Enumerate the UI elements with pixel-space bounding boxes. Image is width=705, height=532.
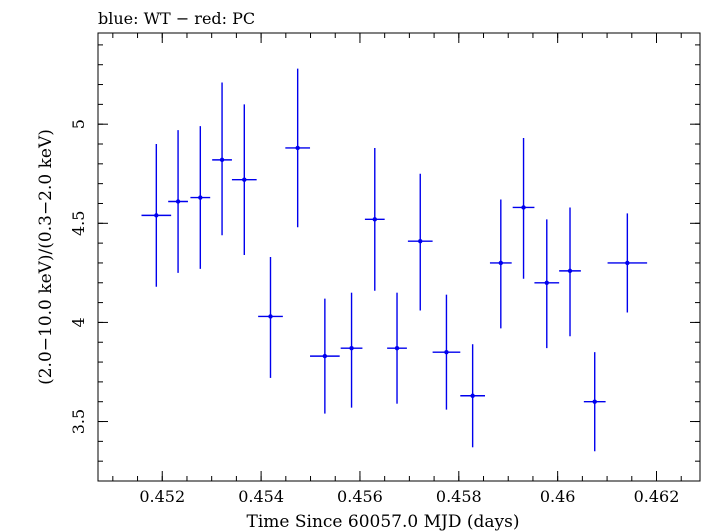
data-point-group bbox=[258, 257, 283, 378]
data-point-group bbox=[407, 173, 433, 311]
data-point bbox=[175, 199, 181, 204]
data-point bbox=[625, 260, 630, 266]
data-point-group bbox=[285, 68, 311, 228]
x-tick-label: 0.458 bbox=[436, 487, 482, 506]
data-point-group bbox=[534, 219, 560, 349]
y-tick-label: 5 bbox=[69, 119, 88, 129]
data-point bbox=[498, 260, 504, 266]
data-point bbox=[268, 314, 273, 319]
chart-title: blue: WT − red: PC bbox=[98, 9, 255, 28]
data-point-group bbox=[141, 144, 172, 287]
ticks-layer: 0.452 0.454 0.456 0.458 0.46 0.462 3.5 4 4.5 5 bbox=[69, 33, 700, 506]
data-point-group bbox=[310, 298, 340, 414]
data-point bbox=[198, 195, 203, 200]
data-point-group bbox=[489, 199, 512, 329]
data-point bbox=[544, 280, 549, 285]
data-point bbox=[521, 205, 526, 210]
data-point-group bbox=[340, 292, 363, 408]
data-point bbox=[592, 399, 597, 404]
x-tick-label: 0.454 bbox=[238, 487, 284, 506]
data-point bbox=[470, 393, 475, 398]
data-point bbox=[322, 353, 328, 359]
y-tick-label: 3.5 bbox=[69, 409, 88, 434]
data-point bbox=[372, 217, 377, 222]
data-point bbox=[418, 238, 423, 244]
data-point-group bbox=[231, 104, 257, 256]
data-point bbox=[394, 345, 400, 351]
data-point-group bbox=[512, 138, 535, 279]
data-point-group bbox=[607, 213, 648, 313]
x-tick-label: 0.46 bbox=[540, 487, 576, 506]
data-point bbox=[444, 349, 449, 355]
data-point-group bbox=[387, 292, 407, 404]
data-layer bbox=[141, 68, 648, 452]
data-point bbox=[567, 268, 573, 274]
plot-frame bbox=[97, 32, 701, 482]
y-tick-label: 4.5 bbox=[69, 211, 88, 236]
data-point bbox=[349, 345, 354, 351]
data-point-group bbox=[168, 130, 188, 273]
data-point-group bbox=[432, 294, 461, 410]
data-point-group bbox=[190, 126, 211, 269]
data-point-group bbox=[460, 344, 485, 448]
x-axis-title: Time Since 60057.0 MJD (days) bbox=[247, 512, 520, 532]
x-tick-label: 0.452 bbox=[139, 487, 185, 506]
data-point-group bbox=[212, 82, 232, 236]
x-tick-label: 0.456 bbox=[337, 487, 383, 506]
data-point bbox=[219, 157, 225, 163]
data-point-group bbox=[583, 352, 606, 452]
data-point bbox=[242, 177, 247, 182]
x-tick-label: 0.462 bbox=[634, 487, 680, 506]
data-point-group bbox=[559, 207, 581, 337]
y-axis-title: (2.0−10.0 keV)/(0.3−2.0 keV) bbox=[36, 129, 56, 385]
data-point-group bbox=[364, 147, 385, 291]
data-point bbox=[154, 213, 159, 218]
data-point bbox=[295, 145, 300, 151]
y-tick-label: 4 bbox=[69, 317, 88, 327]
